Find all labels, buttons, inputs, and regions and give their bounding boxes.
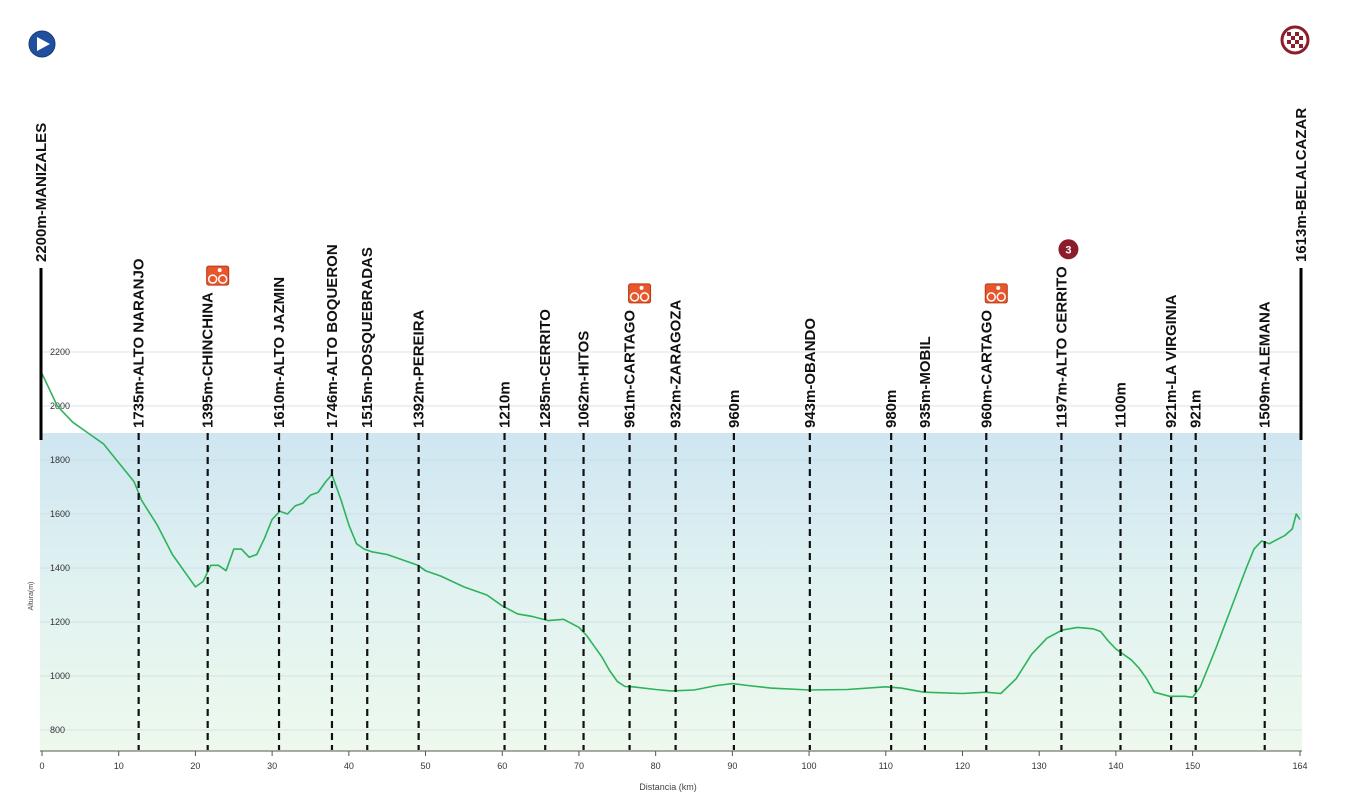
waypoint-label: 1509m-ALEMANA bbox=[1257, 301, 1274, 428]
wheel-icon bbox=[986, 292, 997, 302]
rider-icon bbox=[217, 268, 222, 273]
checker-square bbox=[1287, 32, 1291, 36]
x-tick-label: 120 bbox=[955, 761, 970, 771]
sprint-icon bbox=[206, 265, 230, 286]
waypoint-label: 1392m-PEREIRA bbox=[411, 309, 428, 428]
sprint-icon bbox=[628, 283, 652, 304]
x-tick-label: 10 bbox=[114, 761, 124, 771]
waypoint-labels: 2200m-MANIZALES 1735m-ALTO NARANJO 1395m-C… bbox=[33, 108, 1310, 428]
waypoint-label: 1210m bbox=[497, 381, 514, 428]
x-tick-label: 140 bbox=[1108, 761, 1123, 771]
waypoint-label: 1285m-CERRITO bbox=[537, 309, 554, 428]
elevation-line bbox=[41, 373, 1301, 699]
checker-square bbox=[1291, 44, 1295, 48]
waypoint-label: 1613m-BELALCAZAR bbox=[1293, 108, 1310, 262]
x-tick-label: 20 bbox=[190, 761, 200, 771]
x-tick-label: 50 bbox=[421, 761, 431, 771]
sprint-icon bbox=[984, 283, 1008, 304]
x-tick-label: 100 bbox=[802, 761, 817, 771]
x-tick-label: 30 bbox=[267, 761, 277, 771]
waypoint-label: 921m bbox=[1188, 390, 1205, 428]
x-tick-label: 40 bbox=[344, 761, 354, 771]
kom-badge-label: 3 bbox=[1065, 244, 1071, 256]
y-tick-label: 800 bbox=[50, 725, 65, 735]
elevation-profile bbox=[41, 373, 1301, 699]
x-tick-label: 130 bbox=[1032, 761, 1047, 771]
checker-square bbox=[1299, 36, 1303, 40]
x-tick-label: 70 bbox=[574, 761, 584, 771]
y-tick-label: 1000 bbox=[50, 671, 70, 681]
checker-square bbox=[1295, 40, 1299, 44]
waypoint-label: 935m-MOBIL bbox=[917, 336, 934, 428]
x-tick-label: 0 bbox=[39, 761, 44, 771]
y-axis-label: Altura(m) bbox=[28, 582, 35, 611]
waypoint-label: 980m bbox=[883, 390, 900, 428]
y-tick-label: 2000 bbox=[50, 401, 70, 411]
y-tick-label: 1400 bbox=[50, 563, 70, 573]
plot-background bbox=[40, 433, 1302, 751]
x-tick-label: 164 bbox=[1292, 761, 1307, 771]
waypoint-label: 961m-CARTAGO bbox=[622, 310, 639, 428]
waypoint-label: 1746m-ALTO BOQUERON bbox=[324, 244, 341, 428]
x-tick-label: 60 bbox=[497, 761, 507, 771]
rider-icon bbox=[639, 285, 644, 290]
waypoint-label: 1735m-ALTO NARANJO bbox=[131, 258, 148, 428]
x-tick-label: 150 bbox=[1185, 761, 1200, 771]
x-axis-label: Distancia (km) bbox=[639, 782, 697, 792]
wheel-icon bbox=[996, 292, 1007, 302]
x-tick-label: 90 bbox=[727, 761, 737, 771]
wheel-icon bbox=[217, 274, 228, 284]
wheel-icon bbox=[639, 292, 650, 302]
waypoint-label: 921m-LA VIRGINIA bbox=[1163, 294, 1180, 428]
waypoint-label: 932m-ZARAGOZA bbox=[668, 299, 685, 428]
y-tick-label: 1800 bbox=[50, 455, 70, 465]
y-tick-label: 1200 bbox=[50, 617, 70, 627]
checker-square bbox=[1295, 32, 1299, 36]
waypoint-label: 960m-CARTAGO bbox=[978, 310, 995, 428]
kom-3-icon bbox=[1058, 239, 1079, 260]
waypoint-label: 943m-OBANDO bbox=[802, 318, 819, 428]
y-tick-label: 2200 bbox=[50, 347, 70, 357]
waypoint-icons: 3 bbox=[28, 25, 1310, 304]
waypoint-label: 2200m-MANIZALES bbox=[33, 123, 50, 262]
play-arrow-icon bbox=[37, 37, 50, 51]
waypoint-label: 960m bbox=[726, 390, 743, 428]
waypoint-label: 1100m bbox=[1113, 382, 1130, 428]
checker-square bbox=[1287, 40, 1291, 44]
wheel-icon bbox=[207, 274, 218, 284]
x-tick-label: 110 bbox=[879, 761, 893, 771]
checker-square bbox=[1291, 36, 1295, 40]
waypoint-label: 1197m-ALTO CERRITO bbox=[1053, 266, 1070, 428]
x-tick-label: 80 bbox=[651, 761, 661, 771]
axes: 0 10 20 30 40 50 60 70 80 90 100 110 120 130 140 150 164 bbox=[39, 750, 1308, 771]
waypoint-label: 1610m-ALTO JAZMIN bbox=[271, 277, 288, 428]
y-tick-label: 1600 bbox=[50, 509, 70, 519]
waypoint-label: 1062m-HITOS bbox=[576, 331, 593, 428]
waypoint-markers bbox=[39, 268, 1303, 750]
waypoint-label: 1395m-CHINCHINA bbox=[200, 292, 217, 428]
waypoint-label: 1515m-DOSQUEBRADAS bbox=[359, 247, 376, 428]
grid-lines: 800 1000 1200 1400 1600 1800 2000 2200 bbox=[40, 347, 1302, 735]
wheel-icon bbox=[629, 292, 640, 302]
checker-square bbox=[1299, 44, 1303, 48]
rider-icon bbox=[996, 285, 1001, 290]
